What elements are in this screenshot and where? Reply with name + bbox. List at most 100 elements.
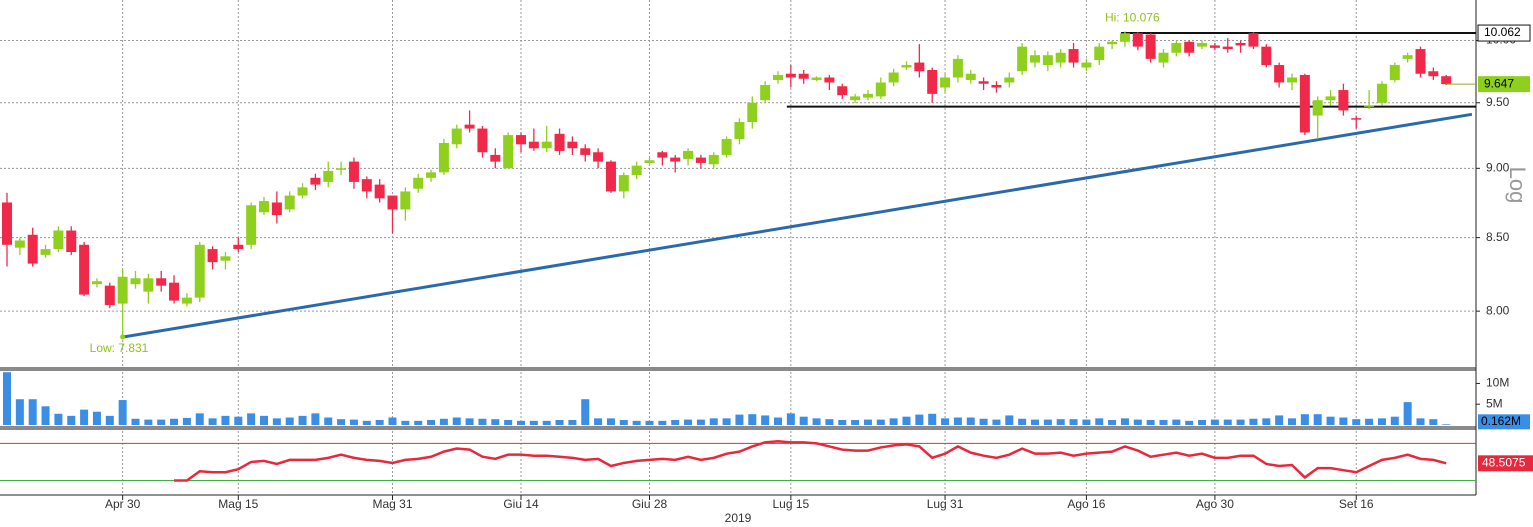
candle-body [336, 168, 347, 170]
volume-bar [619, 420, 628, 425]
x-tick-label: Ago 30 [1196, 497, 1234, 511]
candle-body [451, 128, 462, 145]
volume-bar [1249, 418, 1258, 425]
volume-bar [863, 419, 872, 425]
candle-body [374, 184, 385, 199]
candle-body [156, 278, 167, 286]
candle-body [464, 124, 475, 129]
volume-bar [92, 411, 101, 425]
volume-bar [170, 418, 179, 425]
trend-line [122, 112, 1473, 339]
candle-body [888, 72, 899, 83]
candle-body [1441, 76, 1452, 85]
candle-body [644, 160, 655, 163]
volume-bar [388, 417, 397, 425]
volume-bar [1403, 402, 1412, 425]
volume-bar [889, 418, 898, 425]
x-tick-label: Set 16 [1339, 497, 1374, 511]
candle-body [297, 187, 308, 196]
candle-body [734, 122, 745, 140]
candle-body [670, 157, 681, 162]
volume-bar [786, 413, 795, 425]
candle-body [605, 161, 616, 192]
candle-body [490, 154, 501, 162]
candle-body [811, 77, 822, 80]
candle-body [631, 165, 642, 176]
candle-body [516, 135, 526, 145]
candle-body [207, 249, 218, 263]
candle-body [773, 74, 783, 80]
volume-bar [979, 418, 988, 425]
x-tick-label: Lug 15 [772, 497, 809, 511]
candle-body [541, 141, 552, 149]
rsi-line [174, 440, 1447, 482]
candle-body [1338, 90, 1349, 111]
x-axis-label: 2019 [725, 511, 752, 525]
candle-body [361, 179, 372, 192]
volume-bar [992, 419, 1001, 425]
candle-body [837, 86, 848, 96]
volume-tag [1478, 414, 1530, 430]
candle-body [117, 276, 128, 304]
volume-tag-label: 0.162M [1481, 414, 1521, 428]
candle-body [862, 93, 873, 98]
candle-body [310, 177, 321, 185]
volume-bar [1095, 418, 1104, 425]
volume-bar [80, 409, 89, 425]
volume-bar [1262, 418, 1271, 425]
volume-bar [362, 420, 371, 425]
candle-body [1197, 42, 1208, 47]
y-tick-label: 5M [1486, 396, 1503, 410]
volume-bar [928, 413, 937, 425]
volume-bar [221, 415, 230, 425]
volume-bar [722, 418, 731, 425]
volume-bar [208, 418, 217, 425]
candle-body [1119, 33, 1130, 42]
x-tick-label: Mag 31 [372, 497, 412, 511]
volume-bar [375, 420, 384, 425]
volume-bar [735, 414, 744, 425]
candle-body [1094, 46, 1105, 61]
volume-bar [517, 420, 525, 425]
volume-bar [542, 420, 551, 425]
volume-bar [966, 417, 975, 425]
volume-bar [414, 420, 423, 425]
volume-bar [851, 420, 860, 425]
volume-bar [632, 420, 641, 425]
candle-body [1145, 34, 1156, 59]
volume-bar [465, 418, 474, 425]
volume-bar [272, 418, 281, 425]
candle-body [181, 297, 192, 304]
candle-body [1068, 49, 1079, 63]
volume-bar [349, 419, 358, 425]
volume-bar [1326, 416, 1335, 425]
volume-bar [606, 418, 615, 425]
candle-body [1132, 33, 1143, 47]
candle-body [1312, 100, 1323, 116]
rsi-tag [1478, 455, 1533, 472]
candle-body [850, 96, 861, 101]
volume-bar [696, 419, 705, 425]
volume-bar [54, 413, 63, 425]
volume-bar [1429, 419, 1438, 425]
volume-bar [478, 418, 487, 425]
x-tick-label: Lug 31 [927, 497, 964, 511]
candle-body [194, 244, 205, 298]
volume-bar [555, 420, 564, 425]
panel-separator [0, 367, 1476, 371]
volume-bar [645, 420, 654, 425]
volume-bar [401, 420, 410, 425]
volume-bar [1377, 418, 1386, 425]
candle-body [1235, 42, 1246, 46]
volume-bar [195, 413, 204, 425]
volume-bar [67, 415, 76, 425]
candle-body [657, 152, 668, 158]
volume-bar [1275, 415, 1284, 425]
candle-body [2, 202, 12, 245]
candle-body [1158, 52, 1169, 63]
volume-bar [1056, 419, 1065, 425]
volume-bar [1416, 418, 1425, 425]
candle-body [40, 249, 51, 255]
volume-bar [709, 418, 718, 425]
candle-body [721, 139, 732, 155]
